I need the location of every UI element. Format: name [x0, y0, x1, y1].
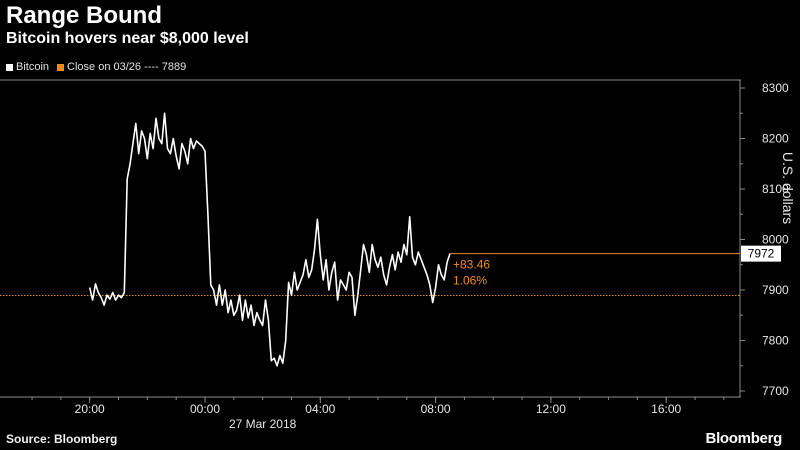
y-tick-label: 7800 [762, 334, 789, 348]
legend-label-reference: Close on 03/26 ---- 7889 [67, 61, 187, 73]
x-tick-label: 20:00 [75, 402, 105, 416]
x-tick-label: 00:00 [190, 402, 220, 416]
brand-logo: Bloomberg [705, 430, 783, 447]
legend-item-bitcoin: Bitcoin [6, 61, 49, 73]
chart-title: Range Bound [6, 2, 162, 29]
change-label: +83.46 [453, 258, 490, 272]
last-value-label: 7972 [748, 247, 775, 261]
y-tick-label: 8100 [762, 182, 789, 196]
chart-subtitle: Bitcoin hovers near $8,000 level [6, 30, 249, 47]
x-tick-label: 12:00 [536, 402, 566, 416]
change-pct-label: 1.06% [453, 274, 487, 288]
y-tick-label: 7900 [762, 283, 789, 297]
y-tick-label: 7700 [762, 384, 789, 398]
legend-label-bitcoin: Bitcoin [16, 61, 50, 73]
source-note: Source: Bloomberg [6, 432, 118, 446]
legend-item-reference: Close on 03/26 ---- 7889 [57, 61, 186, 73]
legend-swatch-orange [57, 63, 65, 71]
x-tick-label: 04:00 [305, 402, 335, 416]
y-tick-label: 8000 [762, 233, 789, 247]
series-line-bitcoin [88, 112, 451, 367]
y-tick-label: 8300 [762, 81, 789, 95]
legend: Bitcoin Close on 03/26 ---- 7889 [6, 61, 194, 73]
x-tick-label: 16:00 [651, 402, 681, 416]
x-date-label: 27 Mar 2018 [229, 417, 297, 431]
x-tick-label: 08:00 [421, 402, 451, 416]
last-value-box [741, 245, 781, 262]
y-tick-label: 8200 [762, 132, 789, 146]
y-axis-label: U.S. dollars [780, 152, 796, 224]
legend-swatch-white [6, 63, 13, 71]
